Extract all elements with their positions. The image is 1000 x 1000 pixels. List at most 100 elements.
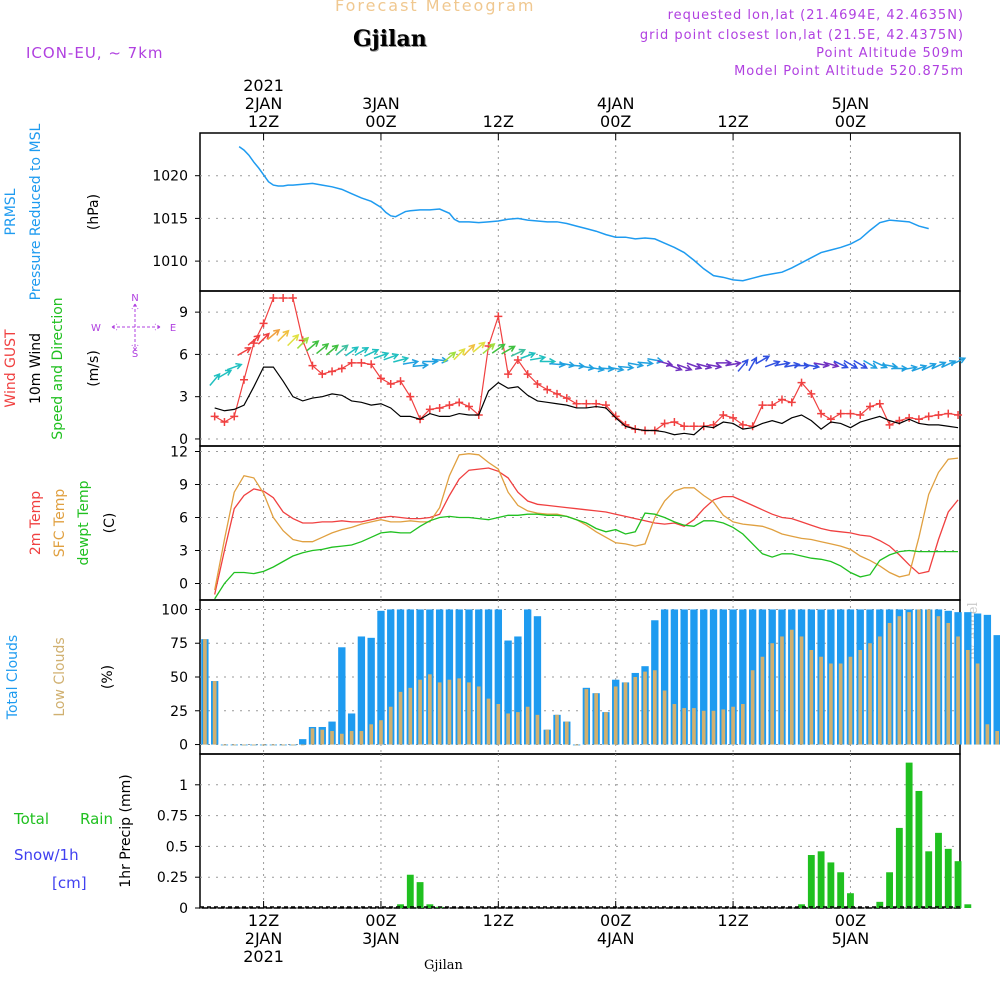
wind-direction-arrow bbox=[443, 351, 457, 363]
low-cloud-bar bbox=[584, 689, 589, 745]
compass-s: S bbox=[132, 349, 138, 360]
y-axis-label: Total Clouds bbox=[5, 635, 21, 720]
y-axis-label: Speed and Direction bbox=[50, 297, 66, 439]
y-tick-label: 1 bbox=[179, 778, 188, 794]
low-cloud-bar bbox=[887, 622, 892, 745]
low-cloud-bar bbox=[858, 649, 863, 745]
wind-gust-point bbox=[914, 415, 923, 424]
wind-gust-point bbox=[513, 356, 522, 365]
y-axis-label: PRMSL bbox=[3, 188, 19, 235]
wind-gust-point bbox=[934, 411, 943, 419]
wind-direction-arrow bbox=[529, 354, 547, 362]
panel-frame bbox=[199, 753, 961, 909]
wind-gust-point bbox=[944, 409, 953, 418]
low-cloud-bar bbox=[623, 682, 628, 745]
total-cloud-bar bbox=[406, 609, 414, 745]
wind-direction-arrow bbox=[833, 360, 849, 369]
model-label: ICON-EU, ~ 7km bbox=[26, 44, 164, 62]
low-cloud-bar bbox=[701, 710, 706, 745]
dewpt-temp-line bbox=[214, 512, 959, 600]
y-tick-label: 75 bbox=[170, 636, 188, 652]
wind-direction-arrow bbox=[950, 357, 967, 366]
y-axis-label: SFC Temp bbox=[52, 489, 68, 558]
low-cloud-bar bbox=[829, 663, 833, 745]
total-cloud-bar bbox=[475, 609, 483, 745]
y-tick-label: 12 bbox=[170, 445, 188, 461]
y-tick-label: 0 bbox=[179, 738, 188, 754]
total-cloud-bar bbox=[494, 609, 502, 745]
low-cloud-bar bbox=[760, 656, 765, 745]
bottom-time-label: 00Z bbox=[600, 911, 631, 930]
low-cloud-bar bbox=[251, 744, 256, 746]
wind-direction-arrow bbox=[657, 360, 674, 367]
bottom-time-label: 4JAN bbox=[597, 929, 635, 948]
top-time-label: 5JAN bbox=[832, 94, 870, 113]
point-altitude: Point Altitude 509m bbox=[816, 46, 964, 61]
total-cloud-bar bbox=[416, 609, 424, 745]
low-cloud-bar bbox=[398, 691, 403, 745]
low-cloud-bar bbox=[662, 690, 667, 745]
wind-direction-arrow bbox=[277, 329, 290, 342]
bottom-time-label: 5JAN bbox=[832, 929, 870, 948]
low-cloud-bar bbox=[564, 721, 569, 745]
y-tick-label: 9 bbox=[179, 305, 188, 321]
wind-gust-point bbox=[562, 394, 571, 403]
wind-gust-point bbox=[543, 385, 552, 394]
total-cloud-bar bbox=[700, 609, 708, 745]
wind-gust-point bbox=[386, 380, 395, 388]
wind-gust-point bbox=[288, 294, 297, 303]
sfc-temp-line bbox=[214, 453, 959, 591]
y-tick-label: 0 bbox=[179, 432, 188, 448]
low-cloud-bar bbox=[731, 706, 735, 745]
wind-direction-arrow bbox=[247, 334, 261, 346]
wind-gust-point bbox=[738, 420, 747, 429]
wind-gust-point bbox=[269, 294, 278, 303]
y-axis-label: (hPa) bbox=[86, 194, 102, 230]
panel-1: 1010 1015 1020 PRMSL Pressure Reduced to MSL… bbox=[3, 123, 961, 300]
wind-gust-point bbox=[357, 358, 366, 367]
wind-gust-point bbox=[777, 395, 786, 404]
low-cloud-bar bbox=[555, 714, 559, 745]
top-time-label: 00Z bbox=[835, 112, 866, 131]
wind-gust-point bbox=[572, 399, 581, 408]
total-cloud-bar bbox=[709, 609, 718, 745]
low-cloud-bar bbox=[682, 708, 687, 745]
low-cloud-bar bbox=[721, 709, 726, 745]
precip-bar bbox=[837, 872, 845, 908]
total-cloud-bar bbox=[983, 614, 992, 745]
precip-bar bbox=[895, 827, 903, 908]
low-cloud-bar bbox=[379, 720, 383, 745]
y-tick-label: 100 bbox=[161, 602, 188, 618]
total-cloud-bar bbox=[729, 609, 737, 745]
precip-bar bbox=[416, 882, 424, 908]
total-cloud-bar bbox=[660, 609, 669, 745]
total-cloud-bar bbox=[367, 637, 375, 745]
wind-gust-line bbox=[214, 297, 959, 432]
low-cloud-bar bbox=[261, 744, 266, 746]
footer-location: Gjilan bbox=[424, 958, 463, 973]
wind-direction-arrow bbox=[823, 361, 840, 369]
precip-bar bbox=[807, 855, 815, 908]
low-cloud-bar bbox=[369, 724, 374, 745]
low-cloud-bar bbox=[232, 744, 237, 746]
low-cloud-bar bbox=[203, 639, 207, 745]
low-cloud-bar bbox=[799, 636, 804, 745]
wind-direction-arrow bbox=[863, 359, 878, 369]
total-cloud-bar bbox=[524, 609, 532, 745]
wind-gust-point bbox=[376, 374, 385, 383]
bottom-time-label: 00Z bbox=[365, 911, 396, 930]
low-cloud-bar bbox=[457, 678, 462, 745]
wind-direction-arrow bbox=[921, 362, 937, 371]
panel-4: 0 25 50 75 100 Total Clouds Low Clouds (%) bbox=[5, 599, 961, 755]
total-cloud-bar bbox=[357, 636, 366, 745]
wind-direction-arrow bbox=[364, 348, 380, 357]
low-cloud-bar bbox=[946, 622, 951, 745]
wind-direction-arrow bbox=[774, 360, 791, 368]
y-tick-label: 50 bbox=[170, 670, 188, 686]
wind-gust-point bbox=[533, 380, 542, 388]
wind-direction-arrow bbox=[725, 360, 743, 368]
wind-direction-arrow bbox=[510, 348, 527, 357]
wind-gust-point bbox=[367, 360, 376, 369]
total-cloud-bar bbox=[739, 609, 747, 745]
wind-direction-arrow bbox=[748, 356, 758, 372]
